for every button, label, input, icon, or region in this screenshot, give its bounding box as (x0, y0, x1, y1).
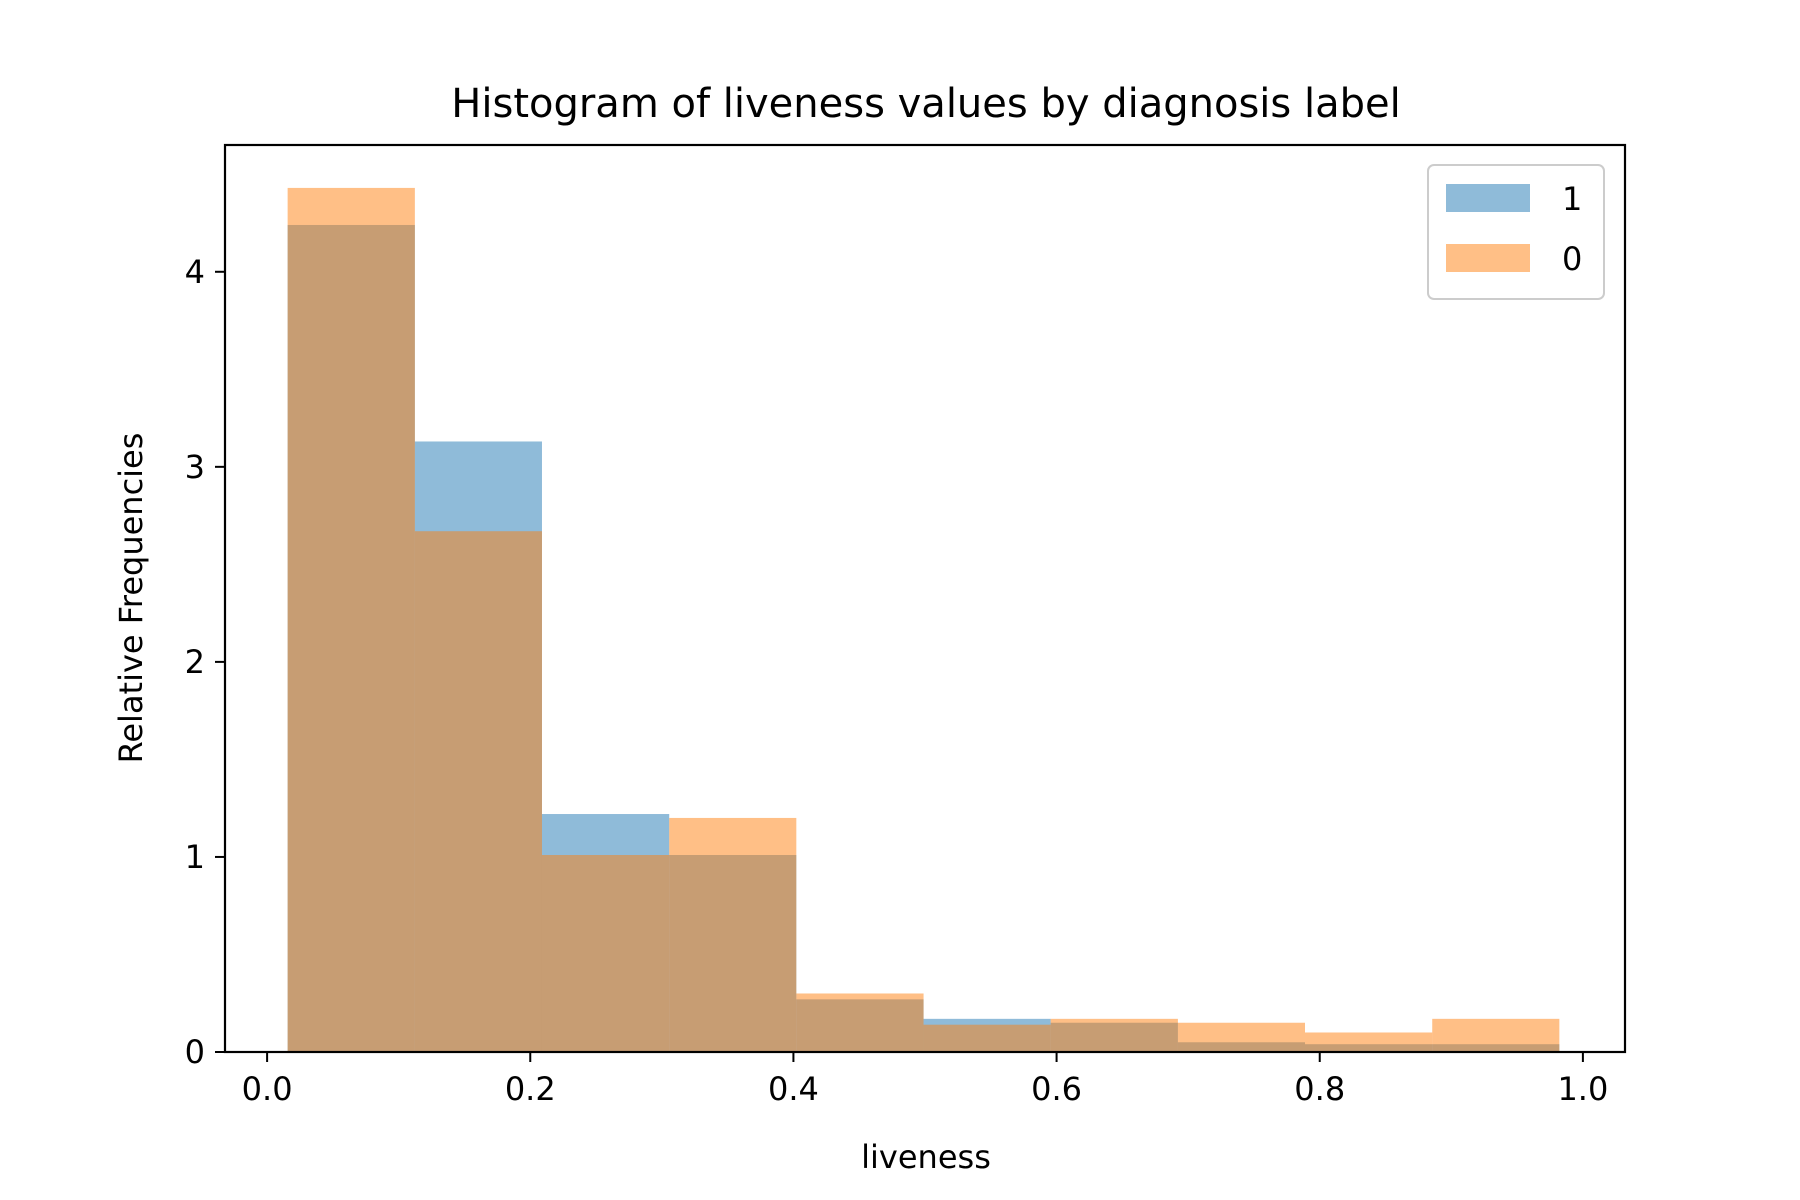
x-tick-label: 0.2 (505, 1070, 556, 1108)
bar-series-0-bin-2 (414, 531, 542, 1052)
histogram-bars (287, 187, 1560, 1053)
bar-series-0-bin-10 (1432, 1018, 1560, 1052)
x-axis-label: liveness (861, 1138, 991, 1176)
bar-series-0-bin-5 (796, 993, 924, 1052)
x-tick-label: 0.4 (768, 1070, 819, 1108)
x-axis-ticks: 0.0 0.2 0.4 0.6 0.8 1.0 (242, 1052, 1608, 1108)
legend-label-series-1: 1 (1562, 180, 1582, 218)
y-tick-label: 0 (185, 1033, 205, 1071)
x-tick-label: 0.0 (242, 1070, 293, 1108)
legend-swatch-series-1 (1446, 184, 1530, 212)
legend-label-series-0: 0 (1562, 240, 1582, 278)
y-tick-label: 1 (185, 838, 205, 876)
x-tick-label: 0.8 (1294, 1070, 1345, 1108)
plot-frame (223, 143, 1627, 1054)
bar-series-0-bin-7 (1050, 1018, 1178, 1052)
plot-area (223, 143, 1627, 1054)
bar-series-0-bin-9 (1305, 1032, 1433, 1052)
y-tick-label: 4 (185, 253, 205, 291)
bar-series-0-bin-3 (541, 855, 670, 1052)
y-tick-label: 3 (185, 448, 205, 486)
bar-series-0-bin-1 (287, 187, 415, 1052)
y-tick-label: 2 (185, 643, 205, 681)
legend-swatch-series-0 (1446, 244, 1530, 272)
bar-series-0-bin-8 (1177, 1022, 1305, 1052)
bar-series-0-bin-6 (923, 1024, 1051, 1052)
legend: 1 0 (1427, 164, 1605, 300)
bar-series-0-bin-4 (669, 817, 797, 1052)
chart-title: Histogram of liveness values by diagnosi… (451, 81, 1400, 127)
y-axis-ticks: 0 1 2 3 4 (185, 253, 225, 1071)
x-tick-label: 1.0 (1557, 1070, 1608, 1108)
y-axis-label: Relative Frequencies (112, 433, 150, 764)
x-tick-label: 0.6 (1031, 1070, 1082, 1108)
